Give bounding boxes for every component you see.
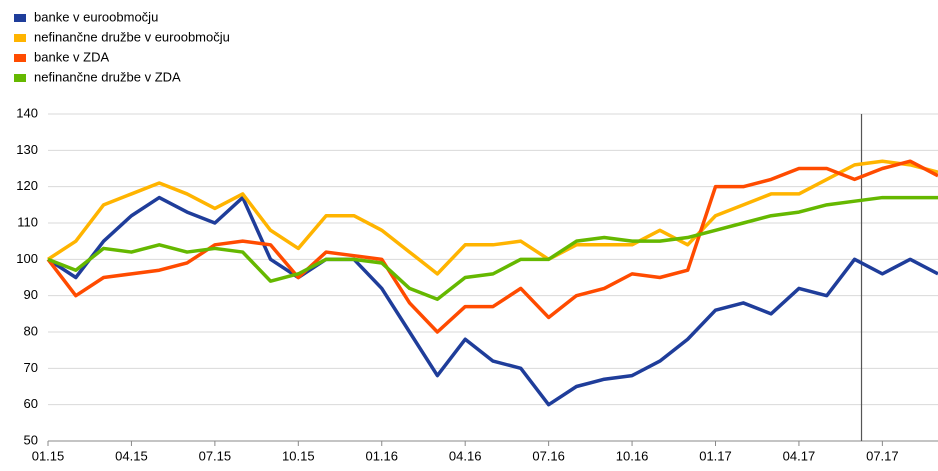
x-tick-label: 01.16 bbox=[365, 448, 398, 463]
y-tick-label: 90 bbox=[24, 287, 38, 302]
legend-swatch bbox=[14, 74, 26, 82]
y-tick-label: 80 bbox=[24, 323, 38, 338]
legend-label: banke v ZDA bbox=[34, 49, 109, 64]
series-line bbox=[46, 159, 938, 334]
series-line bbox=[47, 195, 938, 407]
x-tick-label: 01.17 bbox=[699, 448, 732, 463]
x-tick-label: 10.15 bbox=[282, 448, 315, 463]
x-tick-label: 07.17 bbox=[866, 448, 899, 463]
legend-swatch bbox=[14, 14, 26, 22]
x-tick-label: 01.15 bbox=[32, 448, 65, 463]
legend-label: banke v euroobmočju bbox=[34, 9, 158, 24]
x-tick-label: 07.16 bbox=[532, 448, 565, 463]
x-tick-label: 04.16 bbox=[449, 448, 482, 463]
y-tick-label: 60 bbox=[24, 396, 38, 411]
y-tick-label: 110 bbox=[17, 214, 38, 229]
y-tick-label: 130 bbox=[16, 142, 38, 157]
y-tick-label: 100 bbox=[16, 251, 38, 266]
y-tick-label: 50 bbox=[24, 432, 38, 447]
y-tick-label: 70 bbox=[24, 360, 38, 375]
legend-label: nefinančne družbe v ZDA bbox=[34, 69, 181, 84]
y-tick-label: 140 bbox=[16, 105, 38, 120]
x-tick-label: 07.15 bbox=[199, 448, 232, 463]
x-tick-label: 10.16 bbox=[616, 448, 649, 463]
legend-label: nefinančne družbe v euroobmočju bbox=[34, 29, 230, 44]
x-tick-label: 04.17 bbox=[783, 448, 816, 463]
series-line bbox=[47, 195, 938, 302]
y-tick-label: 120 bbox=[16, 178, 38, 193]
legend-swatch bbox=[14, 34, 26, 42]
legend-swatch bbox=[14, 54, 26, 62]
series-line bbox=[47, 159, 938, 276]
x-tick-label: 04.15 bbox=[115, 448, 148, 463]
